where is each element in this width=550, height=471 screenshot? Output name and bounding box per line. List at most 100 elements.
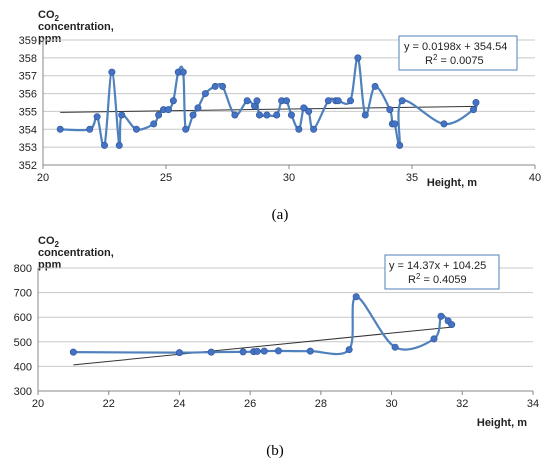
data-point	[231, 111, 239, 119]
data-point	[345, 346, 353, 354]
data-point	[189, 111, 197, 119]
data-point	[283, 97, 291, 105]
chart-a-ylabel-line3: ppm	[38, 33, 61, 45]
x-tick-label: 34	[527, 398, 539, 410]
data-point	[440, 120, 448, 128]
y-tick-label: 356	[19, 89, 37, 101]
x-tick-label: 20	[37, 172, 49, 184]
trendline	[73, 326, 452, 366]
chart-b-axes	[37, 268, 534, 395]
x-tick-label: 32	[456, 398, 468, 410]
data-point	[175, 349, 183, 357]
chart-b-panel-label: (b)	[266, 443, 284, 459]
data-point	[352, 293, 360, 301]
chart-b: CO2 concentration, ppm 300 400 500 600 700 80…	[14, 235, 539, 459]
data-point	[437, 312, 445, 320]
data-point	[179, 68, 187, 76]
y-tick-label: 352	[19, 160, 37, 172]
data-point	[194, 104, 202, 112]
data-point	[300, 104, 308, 112]
x-tick-label: 22	[103, 398, 115, 410]
data-point	[305, 107, 313, 115]
data-point	[211, 82, 219, 90]
data-point	[253, 97, 261, 105]
x-tick-label: 26	[244, 398, 256, 410]
chart-a-panel-label: (a)	[272, 207, 289, 223]
chart-a-series	[56, 54, 480, 149]
data-point	[398, 97, 406, 105]
y-tick-label: 357	[19, 71, 37, 83]
data-point	[361, 111, 369, 119]
chart-a-r2: R2 = 0.0075	[425, 53, 484, 67]
data-point	[182, 125, 190, 133]
series-line	[60, 56, 478, 148]
data-point	[273, 111, 281, 119]
chart-b-ticks: 300 400 500 600 700 800 20 22 24 26 28 30 32 34	[14, 263, 539, 410]
x-tick-label: 30	[283, 172, 295, 184]
data-point	[263, 111, 271, 119]
data-point	[448, 321, 456, 329]
data-point	[386, 106, 394, 114]
data-point	[69, 348, 77, 356]
data-point	[101, 141, 109, 149]
chart-a-trendline	[60, 105, 476, 113]
chart-a-ticks: 352 353 354 355 356 357 358 359 20 25 30 35 40	[19, 35, 541, 184]
x-tick-label: 24	[173, 398, 185, 410]
chart-a-ylabel: CO2	[38, 9, 60, 23]
data-point	[255, 111, 263, 119]
data-point	[346, 97, 354, 105]
series-line	[73, 295, 453, 356]
chart-b-r2: R2 = 0.4059	[408, 272, 467, 286]
y-tick-label: 400	[14, 361, 32, 373]
data-point	[118, 111, 126, 119]
data-point	[391, 343, 399, 351]
chart-a-xlabel: Height, m	[427, 177, 477, 189]
chart-a-equation-box	[398, 35, 518, 71]
data-point	[155, 111, 163, 119]
y-tick-label: 500	[14, 337, 32, 349]
data-point	[324, 97, 332, 105]
data-point	[201, 90, 209, 98]
chart-b-equation: y = 14.37x + 104.25	[389, 260, 486, 272]
data-point	[306, 347, 314, 355]
data-point	[239, 348, 247, 356]
chart-a-equation: y = 0.0198x + 354.54	[404, 41, 507, 53]
y-tick-label: 700	[14, 288, 32, 300]
data-point	[93, 113, 101, 121]
chart-b-ylabel: CO2	[38, 235, 60, 249]
y-tick-label: 353	[19, 142, 37, 154]
data-point	[396, 141, 404, 149]
data-point	[371, 82, 379, 90]
data-point	[150, 120, 158, 128]
data-point	[287, 111, 295, 119]
chart-b-equation-box	[384, 254, 500, 290]
x-tick-label: 28	[315, 398, 327, 410]
x-tick-label: 25	[160, 172, 172, 184]
data-point	[274, 347, 282, 355]
data-point	[260, 347, 268, 355]
chart-b-xlabel: Height, m	[477, 417, 527, 429]
data-point	[115, 141, 123, 149]
data-point	[430, 335, 438, 343]
data-point	[132, 125, 140, 133]
data-point	[108, 68, 116, 76]
data-point	[334, 97, 342, 105]
trendline	[60, 105, 476, 113]
x-tick-label: 35	[406, 172, 418, 184]
data-point	[219, 82, 227, 90]
chart-b-ylabel-line2: concentration,	[38, 247, 114, 259]
y-tick-label: 600	[14, 312, 32, 324]
chart-a: CO2 concentration, ppm 35235335435535635…	[19, 9, 541, 223]
x-tick-label: 30	[385, 398, 397, 410]
data-point	[253, 347, 261, 355]
data-point	[295, 125, 303, 133]
y-tick-label: 354	[19, 124, 37, 136]
y-tick-label: 800	[14, 263, 32, 275]
data-point	[310, 125, 318, 133]
data-point	[169, 97, 177, 105]
data-point	[469, 106, 477, 114]
data-point	[56, 125, 64, 133]
y-tick-label: 300	[14, 386, 32, 398]
chart-a-ylabel-line2: concentration,	[38, 21, 114, 33]
